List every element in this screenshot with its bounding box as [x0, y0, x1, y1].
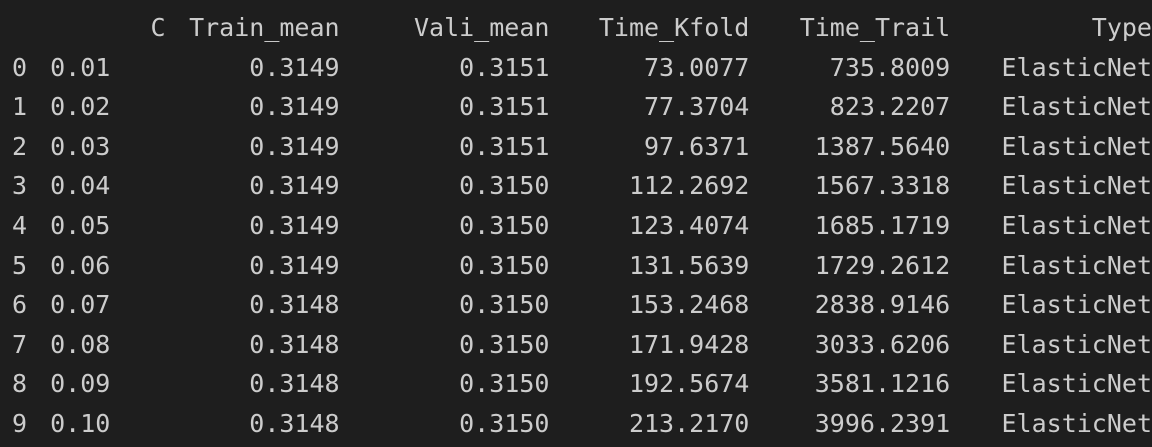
row-index: 6 — [12, 290, 28, 320]
cell-train-mean: 0.3149 — [249, 52, 340, 82]
cell-time-trail: 1387.5640 — [814, 131, 951, 161]
row-index: 1 — [12, 92, 28, 122]
cell-vali-mean: 0.3150 — [459, 369, 550, 399]
cell-time-kfold: 171.9428 — [628, 329, 750, 359]
cell-time-kfold: 153.2468 — [628, 290, 750, 320]
row-index: 2 — [12, 131, 28, 161]
cell-type: ElasticNet — [1001, 92, 1152, 122]
cell-time-trail: 735.8009 — [829, 52, 951, 82]
table-row: 7 0.08 0.3148 0.3150 171.9428 3033.6206 Elasti… — [12, 325, 1152, 365]
cell-c: 0.03 — [50, 131, 111, 161]
table-row: 1 0.02 0.3149 0.3151 77.3704 823.2207 ElasticN… — [12, 87, 1152, 127]
table-row: 0 0.01 0.3149 0.3151 73.0077 735.8009 ElasticN… — [12, 48, 1152, 88]
cell-time-trail: 823.2207 — [829, 92, 951, 122]
cell-train-mean: 0.3149 — [249, 92, 340, 122]
table-row: 3 0.04 0.3149 0.3150 112.2692 1567.3318 Elasti… — [12, 166, 1152, 206]
cell-type: ElasticNet — [1001, 250, 1152, 280]
cell-c: 0.09 — [50, 369, 111, 399]
cell-vali-mean: 0.3150 — [459, 408, 550, 438]
cell-train-mean: 0.3149 — [249, 210, 340, 240]
cell-time-kfold: 73.0077 — [644, 52, 750, 82]
row-index: 7 — [12, 329, 28, 359]
cell-train-mean: 0.3148 — [249, 290, 340, 320]
table-row: 4 0.05 0.3149 0.3150 123.4074 1685.1719 Elasti… — [12, 206, 1152, 246]
row-index: 9 — [12, 408, 28, 438]
cell-time-trail: 1685.1719 — [814, 210, 951, 240]
cell-vali-mean: 0.3150 — [459, 329, 550, 359]
cell-vali-mean: 0.3150 — [459, 171, 550, 201]
cell-train-mean: 0.3148 — [249, 408, 340, 438]
row-index: 5 — [12, 250, 28, 280]
table-row: 6 0.07 0.3148 0.3150 153.2468 2838.9146 Elasti… — [12, 285, 1152, 325]
cell-type: ElasticNet — [1001, 131, 1152, 161]
cell-type: ElasticNet — [1001, 52, 1152, 82]
cell-c: 0.06 — [50, 250, 111, 280]
dataframe-table: C Train_mean Vali_mean Time_Kfold Time_T… — [12, 8, 1152, 444]
cell-train-mean: 0.3149 — [249, 131, 340, 161]
header-row: C Train_mean Vali_mean Time_Kfold Time_T… — [12, 8, 1152, 48]
cell-type: ElasticNet — [1001, 210, 1152, 240]
cell-time-kfold: 131.5639 — [628, 250, 750, 280]
table-row: 2 0.03 0.3149 0.3151 97.6371 1387.5640 Elastic… — [12, 127, 1152, 167]
table-row: 8 0.09 0.3148 0.3150 192.5674 3581.1216 Elasti… — [12, 364, 1152, 404]
cell-train-mean: 0.3149 — [249, 250, 340, 280]
cell-train-mean: 0.3149 — [249, 171, 340, 201]
index-header — [12, 8, 50, 48]
cell-vali-mean: 0.3150 — [459, 290, 550, 320]
cell-time-trail: 1567.3318 — [814, 171, 951, 201]
cell-type: ElasticNet — [1001, 408, 1152, 438]
cell-time-trail: 3581.1216 — [814, 369, 951, 399]
cell-time-trail: 3996.2391 — [814, 408, 951, 438]
column-header-type: Type — [1091, 13, 1152, 42]
cell-train-mean: 0.3148 — [249, 329, 340, 359]
cell-time-kfold: 77.3704 — [644, 92, 750, 122]
cell-time-kfold: 192.5674 — [628, 369, 750, 399]
row-index: 4 — [12, 210, 28, 240]
cell-c: 0.02 — [50, 92, 111, 122]
row-index: 8 — [12, 369, 28, 399]
cell-vali-mean: 0.3150 — [459, 250, 550, 280]
cell-time-trail: 3033.6206 — [814, 329, 951, 359]
column-header-time-kfold: Time_Kfold — [598, 13, 750, 42]
cell-time-trail: 2838.9146 — [814, 290, 951, 320]
cell-time-kfold: 97.6371 — [644, 131, 750, 161]
row-index: 3 — [12, 171, 28, 201]
row-index: 0 — [12, 52, 28, 82]
cell-c: 0.01 — [50, 52, 111, 82]
cell-vali-mean: 0.3151 — [459, 92, 550, 122]
table-row: 9 0.10 0.3148 0.3150 213.2170 3996.2391 Elasti… — [12, 404, 1152, 444]
column-header-train-mean: Train_mean — [189, 13, 340, 42]
cell-c: 0.07 — [50, 290, 111, 320]
cell-vali-mean: 0.3151 — [459, 131, 550, 161]
cell-vali-mean: 0.3150 — [459, 210, 550, 240]
cell-time-kfold: 112.2692 — [628, 171, 750, 201]
cell-time-kfold: 123.4074 — [628, 210, 750, 240]
cell-c: 0.04 — [50, 171, 111, 201]
cell-vali-mean: 0.3151 — [459, 52, 550, 82]
table-row: 5 0.06 0.3149 0.3150 131.5639 1729.2612 Elasti… — [12, 246, 1152, 286]
cell-type: ElasticNet — [1001, 171, 1152, 201]
column-header-c: C — [150, 13, 166, 42]
column-header-vali-mean: Vali_mean — [413, 13, 550, 42]
cell-c: 0.05 — [50, 210, 111, 240]
cell-type: ElasticNet — [1001, 290, 1152, 320]
cell-time-trail: 1729.2612 — [814, 250, 951, 280]
cell-type: ElasticNet — [1001, 369, 1152, 399]
cell-c: 0.08 — [50, 329, 111, 359]
cell-time-kfold: 213.2170 — [628, 408, 750, 438]
column-header-time-trail: Time_Trail — [799, 13, 951, 42]
cell-type: ElasticNet — [1001, 329, 1152, 359]
cell-c: 0.10 — [50, 408, 111, 438]
cell-train-mean: 0.3148 — [249, 369, 340, 399]
